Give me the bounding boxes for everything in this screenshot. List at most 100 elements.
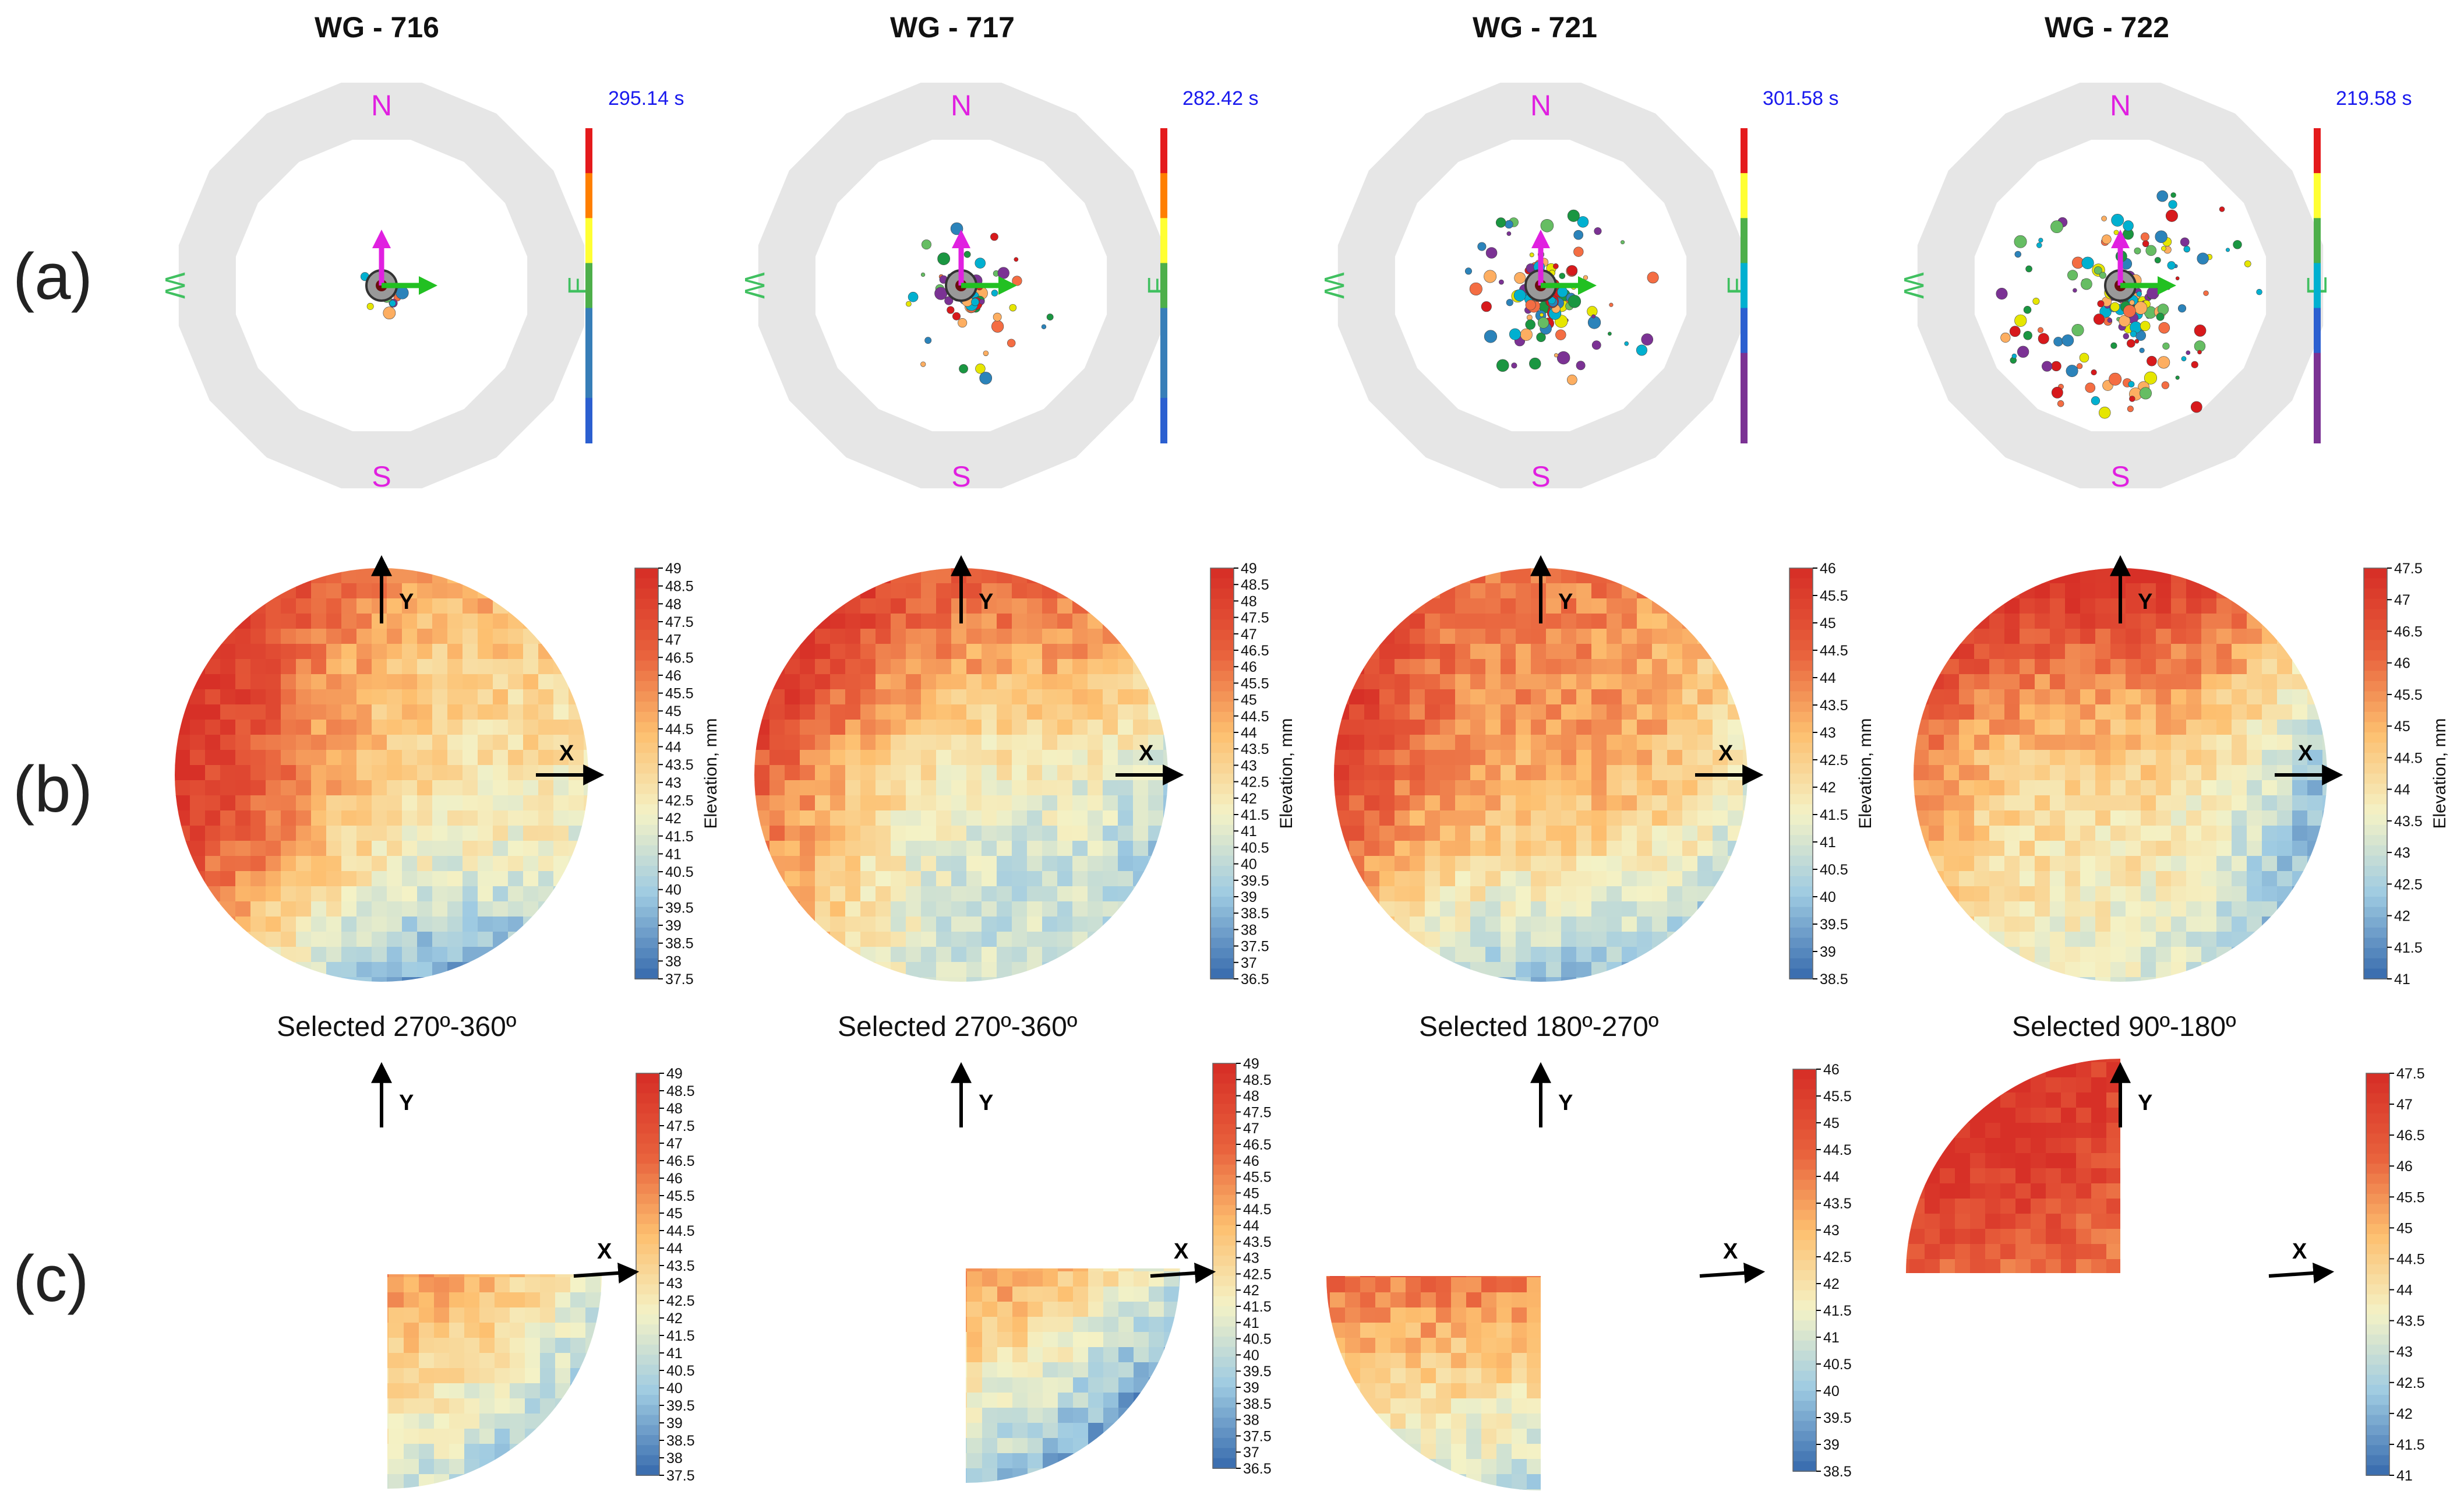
map-cell <box>479 1065 495 1081</box>
map-cell <box>1334 659 1350 675</box>
colorbar-segment <box>635 619 658 630</box>
map-cell <box>1501 568 1516 584</box>
map-cell <box>326 750 342 766</box>
map-cell <box>205 932 221 947</box>
map-cell <box>372 674 387 690</box>
map-cell <box>2186 689 2202 705</box>
map-cell <box>311 932 327 947</box>
colorbar-tick-label: 44.5 <box>2394 750 2423 766</box>
map-cell <box>387 644 403 660</box>
map-cell <box>358 1141 374 1157</box>
map-cell <box>2065 977 2081 993</box>
colorbar-segment <box>1793 1230 1816 1240</box>
map-cell <box>2080 932 2096 947</box>
map-cell <box>311 795 327 811</box>
colorbar-segment <box>1789 968 1813 979</box>
map-cell <box>1929 901 1944 917</box>
map-cell <box>237 1186 253 1202</box>
map-cell <box>1027 614 1043 629</box>
map-cell <box>2035 856 2050 872</box>
map-cell <box>1576 795 1592 811</box>
map-cell <box>343 1126 359 1141</box>
map-cell <box>463 614 478 629</box>
map-cell <box>1440 689 1456 705</box>
map-cell <box>1944 568 1960 584</box>
map-cell <box>207 1277 223 1293</box>
strip-legend-segment <box>2314 173 2321 218</box>
map-cell <box>1410 689 1425 705</box>
map-cell <box>2216 947 2232 963</box>
map-cell <box>296 962 312 978</box>
map-cell <box>2186 826 2202 841</box>
map-cell <box>601 1095 616 1111</box>
map-cell <box>432 704 448 720</box>
map-cell <box>1944 765 1960 781</box>
map-cell <box>207 1111 223 1126</box>
map-cell <box>891 795 906 811</box>
map-cell <box>1637 841 1653 857</box>
map-cell <box>2171 598 2187 614</box>
particle-dot <box>1481 301 1492 312</box>
map-cell <box>2126 644 2141 660</box>
map-cell <box>815 720 831 735</box>
map-cell <box>2156 704 2172 720</box>
map-cell <box>356 871 372 887</box>
map-cell <box>313 1323 329 1338</box>
map-cell <box>419 1171 435 1187</box>
colorbar-segment <box>1789 712 1813 723</box>
map-cell <box>1379 841 1395 857</box>
map-cell <box>341 886 357 902</box>
map-cell <box>1103 932 1118 947</box>
map-cell <box>1455 977 1471 993</box>
map-cell <box>2201 659 2217 675</box>
map-cell <box>1349 720 1365 735</box>
map-cell <box>402 568 418 584</box>
map-cell <box>493 583 509 599</box>
map-cell <box>449 1323 465 1338</box>
map-cell <box>1118 765 1134 781</box>
particle-dot <box>2102 216 2107 221</box>
map-cell <box>2292 674 2308 690</box>
map-cell <box>1012 583 1028 599</box>
map-cell <box>906 871 922 887</box>
map-cell <box>404 1156 419 1172</box>
particle-dot <box>2162 382 2169 389</box>
map-cell <box>1516 735 1531 750</box>
map-cell <box>296 704 312 720</box>
map-cell <box>463 659 478 675</box>
map-cell <box>966 917 982 932</box>
map-cell <box>192 1111 207 1126</box>
map-cell <box>2186 810 2202 826</box>
colorbar-segment <box>1793 1331 1816 1341</box>
map-cell <box>1697 962 1713 978</box>
map-cell <box>1591 568 1607 584</box>
map-cell <box>1057 947 1073 963</box>
map-cell <box>525 1247 541 1263</box>
colorbar-segment <box>1793 1180 1816 1190</box>
map-cell <box>281 917 296 932</box>
colorbar-tick-label: 46 <box>1823 1062 1840 1078</box>
map-cell <box>313 1217 329 1232</box>
map-cell <box>387 856 403 872</box>
colorbar-segment <box>1210 763 1234 774</box>
map-cell <box>2247 795 2262 811</box>
map-cell <box>175 962 190 978</box>
map-cell <box>2232 810 2247 826</box>
map-cell <box>434 1247 450 1263</box>
map-cell <box>2262 583 2278 599</box>
map-cell <box>540 1080 556 1096</box>
map-cell <box>1012 826 1028 841</box>
map-cell <box>1103 735 1118 750</box>
map-cell <box>2322 810 2338 826</box>
map-cell <box>2080 583 2096 599</box>
map-cell <box>2277 901 2293 917</box>
map-cell <box>2004 856 2020 872</box>
map-cell <box>982 795 997 811</box>
map-cell <box>2247 614 2262 629</box>
map-cell <box>205 841 221 857</box>
map-cell <box>1516 841 1531 857</box>
map-cell <box>464 1277 480 1293</box>
map-cell <box>1334 689 1350 705</box>
map-cell <box>1989 795 2005 811</box>
map-cell <box>326 598 342 614</box>
